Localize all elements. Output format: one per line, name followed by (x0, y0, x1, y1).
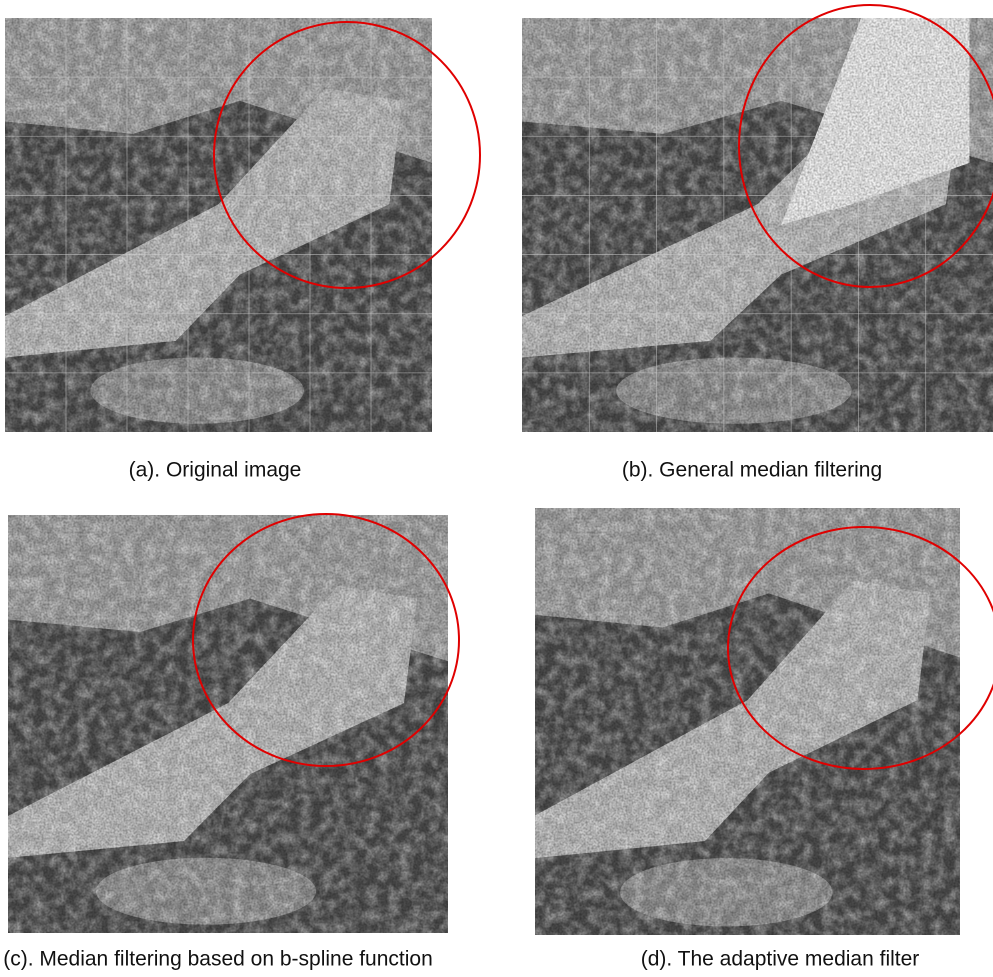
figure: (a). Original image (b). General median f… (0, 0, 993, 977)
panel-caption: (a). Original image (129, 459, 302, 482)
panel: (c). Median filtering based on b-spline … (3, 514, 459, 971)
panel: (a). Original image (5, 18, 480, 482)
panel-caption: (d). The adaptive median filter (641, 948, 920, 971)
panel-caption: (b). General median filtering (622, 459, 882, 482)
panel: (b). General median filtering (522, 5, 993, 482)
panel: (d). The adaptive median filter (535, 508, 993, 971)
panel-caption: (c). Median filtering based on b-spline … (3, 948, 433, 971)
grain (522, 18, 993, 432)
satellite-image (535, 508, 960, 935)
grain (5, 18, 432, 432)
grain (535, 508, 960, 935)
satellite-image (522, 18, 993, 432)
satellite-image (5, 18, 432, 432)
